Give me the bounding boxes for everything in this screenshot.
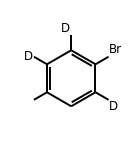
Text: D: D — [109, 100, 118, 113]
Text: D: D — [24, 50, 33, 63]
Text: D: D — [61, 22, 70, 35]
Text: Br: Br — [109, 43, 122, 56]
